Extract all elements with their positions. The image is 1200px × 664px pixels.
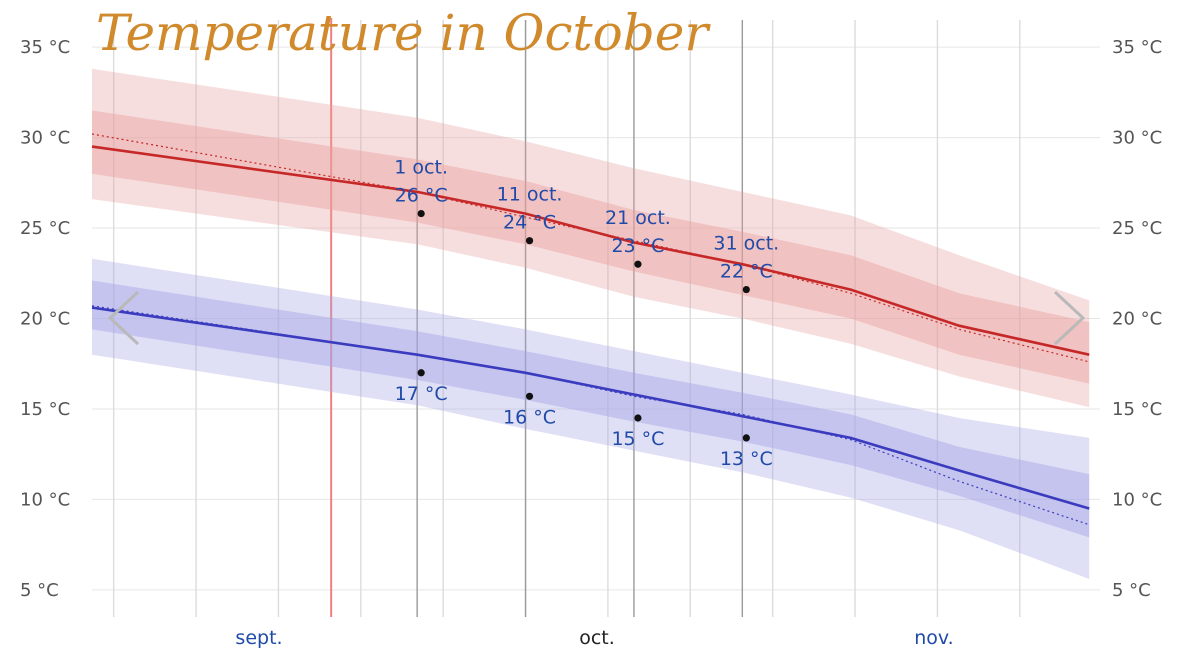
annotation-high-value: 26 °C — [395, 185, 448, 207]
y-tick-label-left: 30 °C — [20, 128, 70, 149]
annotation-high-value: 24 °C — [503, 212, 556, 234]
chevron-left-icon[interactable] — [100, 285, 146, 351]
series-0-line — [91, 145, 1090, 356]
series-1-line — [91, 306, 1090, 510]
y-tick-label-right: 15 °C — [1112, 399, 1162, 420]
annotation-low-value: 15 °C — [611, 428, 664, 450]
series-0-inner-band — [92, 110, 1090, 384]
y-tick-label-left: 35 °C — [20, 37, 70, 58]
month-labels: sept. oct. nov. — [235, 627, 953, 649]
y-tick-label-left: 15 °C — [20, 399, 70, 420]
series-1-outer-band — [92, 258, 1090, 579]
annotation-high-value: 22 °C — [720, 261, 773, 283]
y-tick-label-right: 35 °C — [1112, 37, 1162, 58]
chart-title: Temperature in October — [96, 4, 711, 62]
low-point-marker — [417, 369, 425, 377]
low-point-marker — [634, 414, 642, 422]
annotation-date: 1 oct. — [394, 157, 448, 179]
y-tick-label-left: 25 °C — [20, 218, 70, 239]
y-tick-label-right: 20 °C — [1112, 309, 1162, 330]
low-point-marker — [525, 392, 534, 400]
annotation-date: 11 oct. — [497, 184, 563, 206]
annotation-date: 21 oct. — [605, 207, 671, 229]
y-tick-label-left: 10 °C — [20, 489, 70, 510]
chevron-right-icon[interactable] — [1046, 285, 1092, 351]
high-point-marker — [525, 237, 534, 245]
temperature-markers — [417, 209, 750, 442]
annotation-low-value: 16 °C — [503, 406, 556, 428]
y-axis-ticks: 5 °C 5 °C 10 °C 10 °C 15 °C 15 °C 20 °C 20 °C 25… — [20, 37, 1162, 601]
temperature-lines — [91, 133, 1090, 526]
low-point-marker — [742, 434, 750, 442]
month-label[interactable]: oct. — [579, 627, 615, 649]
high-point-marker — [634, 260, 642, 268]
high-point-marker — [417, 209, 425, 218]
series-0-normal-line — [91, 133, 1090, 363]
annotation-high-value: 23 °C — [611, 235, 664, 257]
y-tick-label-left: 5 °C — [20, 580, 59, 601]
month-label[interactable]: sept. — [235, 627, 282, 649]
annotation-low-value: 17 °C — [395, 383, 448, 405]
y-tick-label-right: 30 °C — [1112, 128, 1162, 149]
point-annotations: 1 oct. 26 °C 17 °C 11 oct. 24 °C 16 °C 21 oct.… — [394, 157, 779, 470]
y-tick-label-right: 25 °C — [1112, 218, 1162, 239]
series-0-outer-band — [92, 68, 1090, 408]
annotation-low-value: 13 °C — [720, 448, 773, 470]
y-tick-label-right: 10 °C — [1112, 489, 1162, 510]
y-tick-label-right: 5 °C — [1112, 580, 1151, 601]
month-label[interactable]: nov. — [914, 627, 953, 649]
temperature-bands — [92, 68, 1090, 579]
annotation-date: 31 oct. — [713, 233, 779, 255]
y-tick-label-left: 20 °C — [20, 309, 70, 330]
high-point-marker — [742, 285, 750, 294]
